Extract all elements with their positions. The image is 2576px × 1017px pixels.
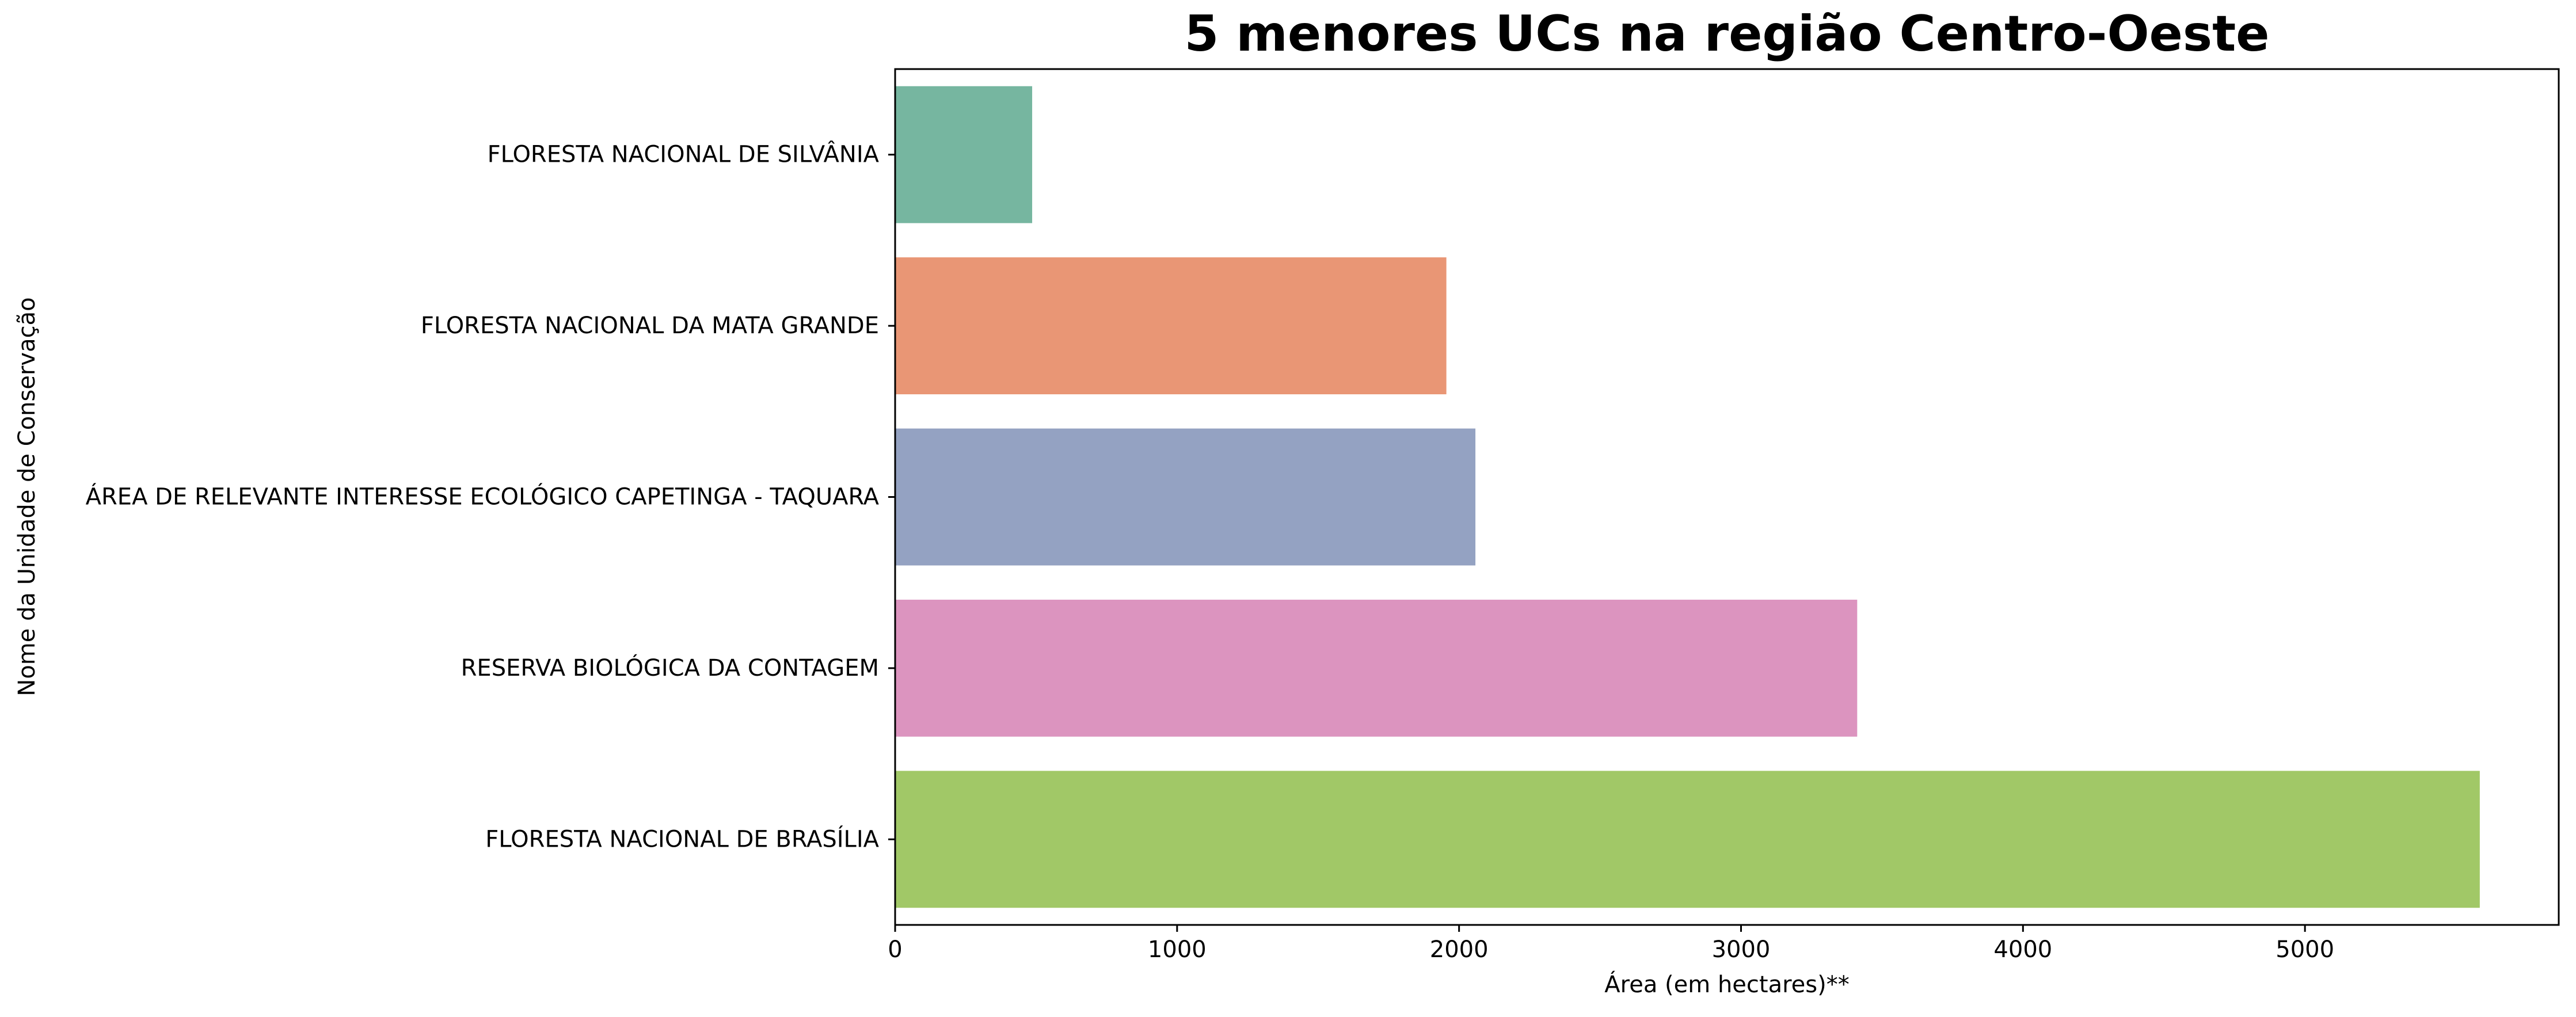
x-tick-label: 4000 xyxy=(1993,936,2052,963)
bar xyxy=(895,428,1476,566)
x-tick-label: 2000 xyxy=(1430,936,1489,963)
x-tick-label: 5000 xyxy=(2276,936,2334,963)
y-tick-label: ÁREA DE RELEVANTE INTERESSE ECOLÓGICO CA… xyxy=(86,483,880,511)
y-axis-ticks: FLORESTA NACIONAL DE SILVÂNIA FLORESTA NA… xyxy=(86,140,895,852)
x-tick-label: 0 xyxy=(888,936,902,963)
x-axis-label: Área (em hectares)** xyxy=(1604,970,1849,998)
bars-layer xyxy=(895,86,2480,908)
y-tick-label: FLORESTA NACIONAL DA MATA GRANDE xyxy=(421,313,879,339)
x-tick-label: 3000 xyxy=(1712,936,1771,963)
bar xyxy=(895,771,2480,908)
y-axis-label: Nome da Unidade de Conservação xyxy=(14,297,40,696)
plot-frame xyxy=(894,68,2560,926)
bar xyxy=(895,257,1447,395)
y-tick-label: RESERVA BIOLÓGICA DA CONTAGEM xyxy=(461,654,879,681)
x-tick-label: 1000 xyxy=(1148,936,1207,963)
chart-title: 5 menores UCs na região Centro-Oeste xyxy=(1184,5,2269,63)
bar xyxy=(895,599,1858,737)
y-tick-label: FLORESTA NACIONAL DE BRASÍLIA xyxy=(485,825,879,852)
y-tick-label: FLORESTA NACIONAL DE SILVÂNIA xyxy=(488,140,880,168)
bar xyxy=(895,86,1033,223)
x-axis-ticks: 0 1000 2000 3000 4000 5000 xyxy=(888,925,2334,963)
